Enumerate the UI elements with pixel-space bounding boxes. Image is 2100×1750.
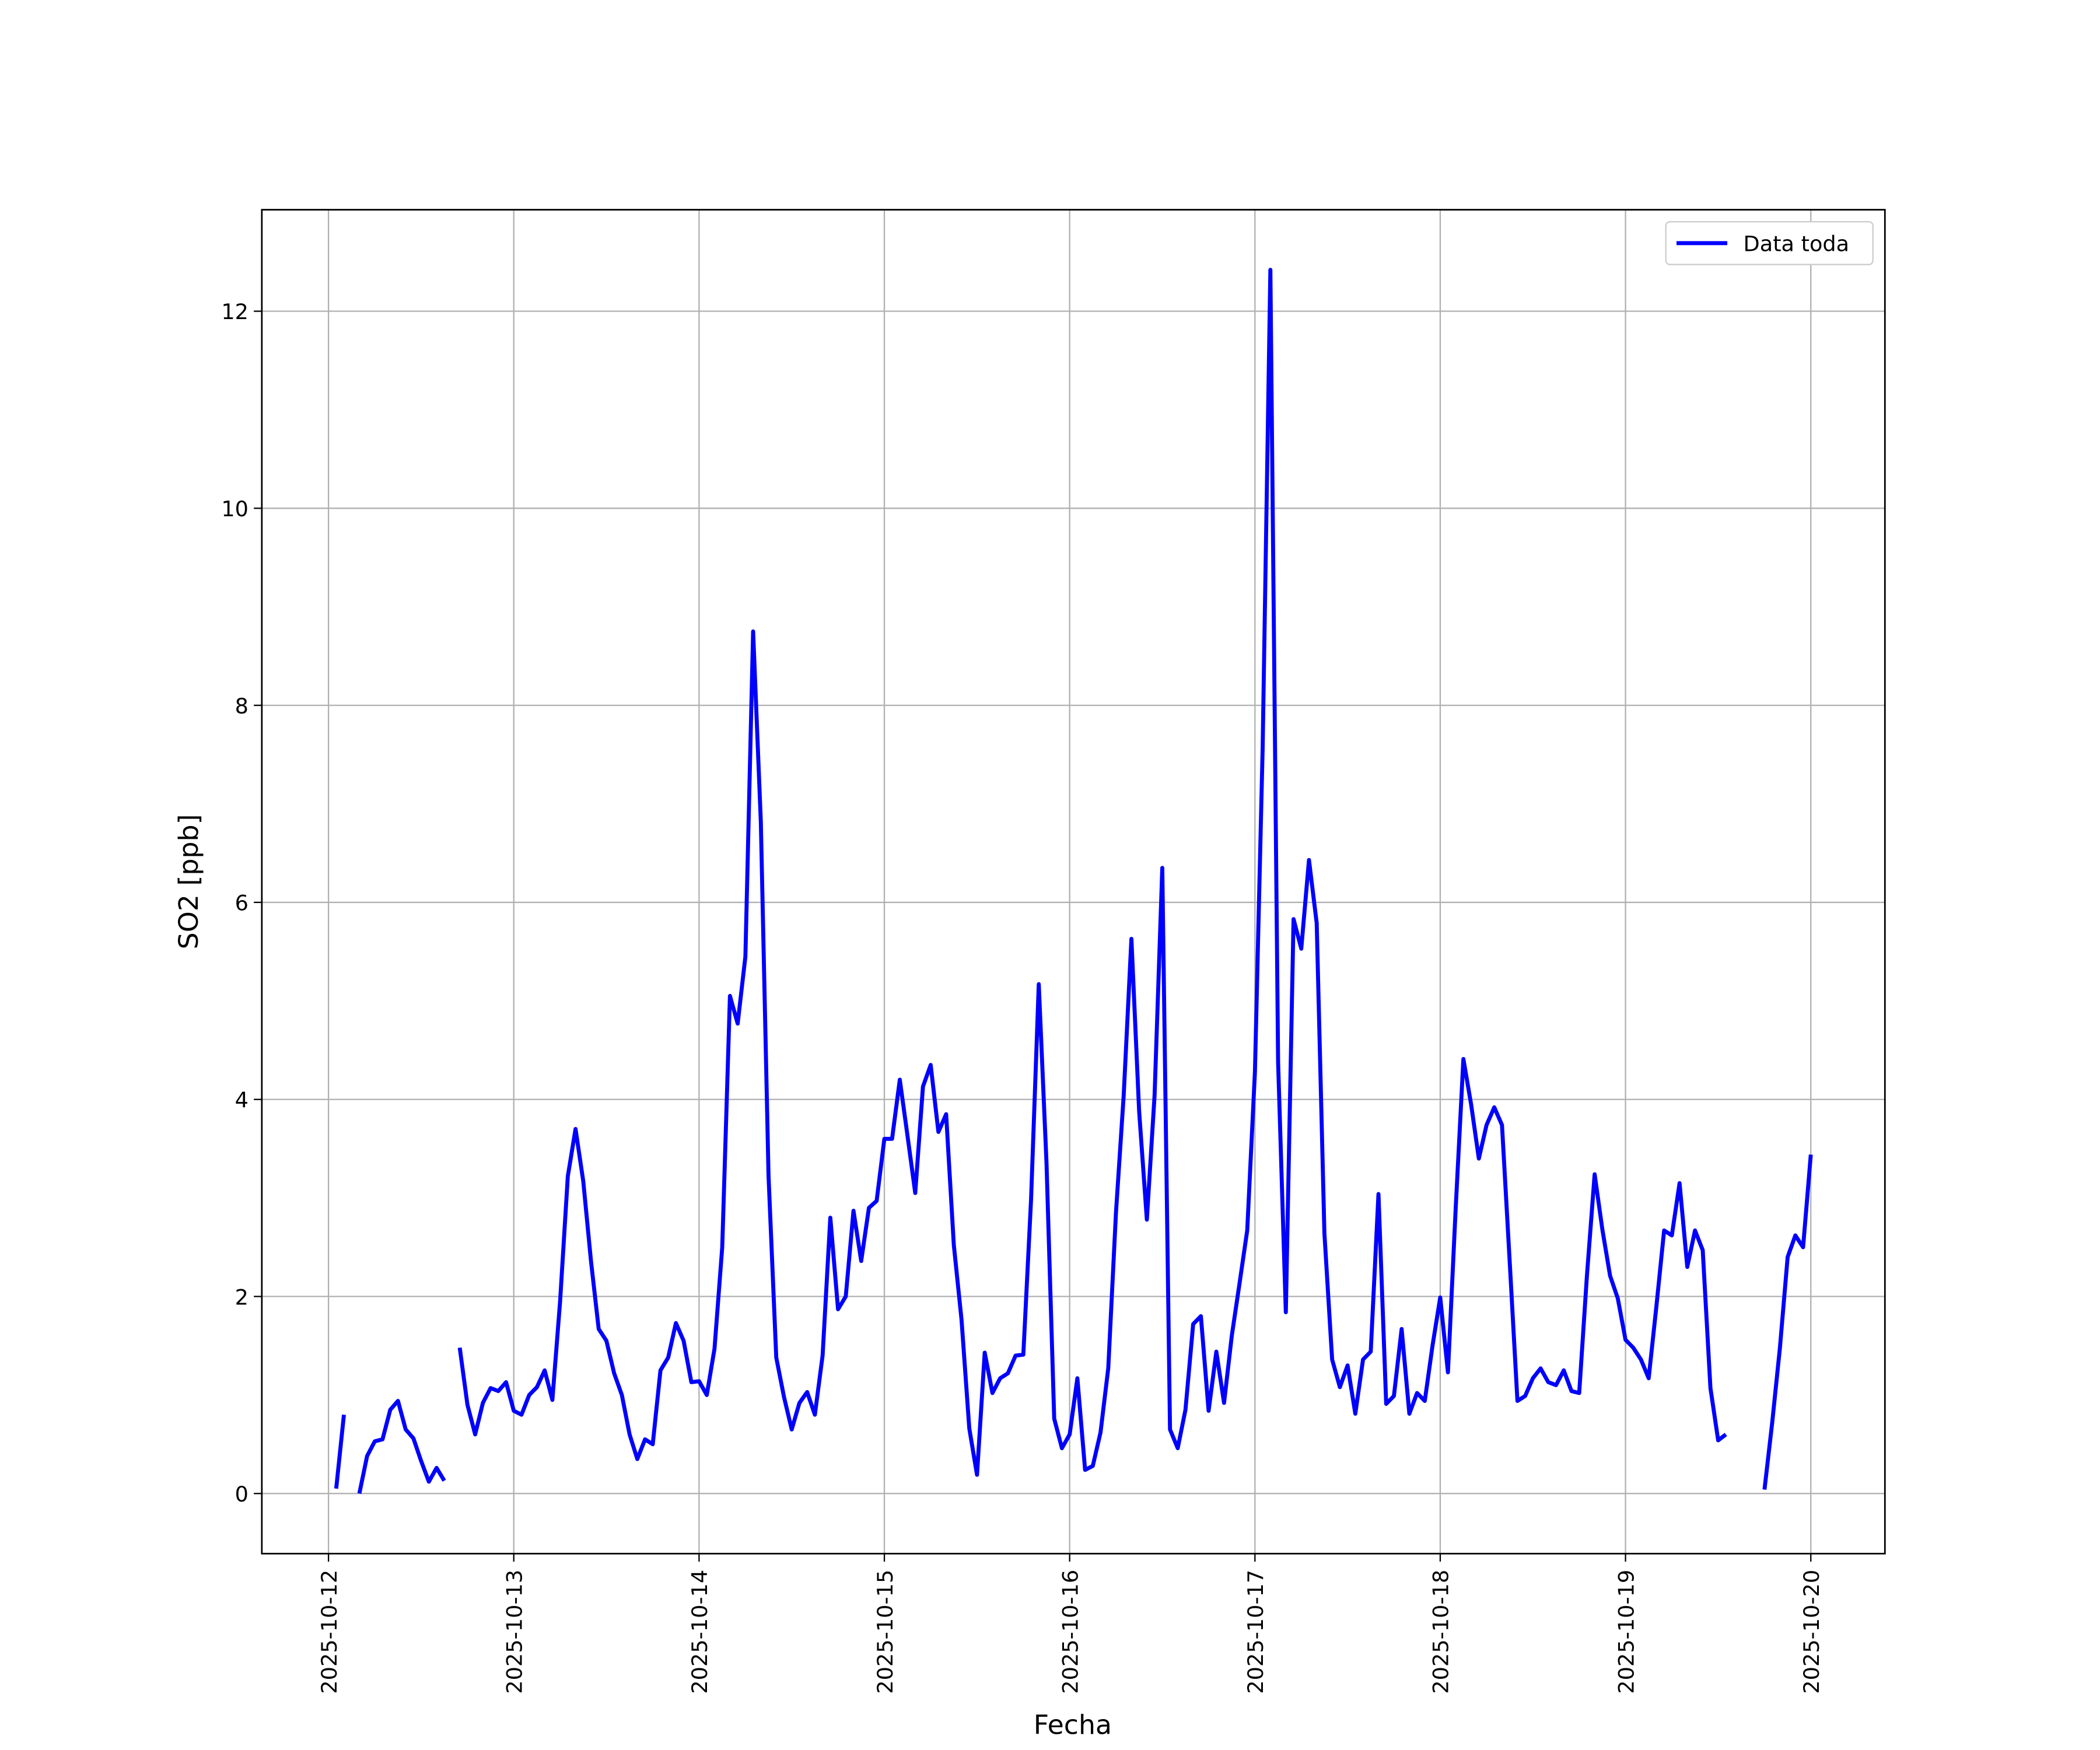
x-tick-label: 2025-10-14 <box>687 1570 712 1694</box>
data-line <box>334 268 1813 1494</box>
x-tick-label: 2025-10-16 <box>1058 1570 1083 1694</box>
y-tick-label: 12 <box>221 299 249 324</box>
y-tick-label: 2 <box>235 1284 249 1310</box>
x-axis-label: Fecha <box>1034 1709 1112 1741</box>
y-tick-label: 4 <box>235 1087 249 1112</box>
y-tick-label: 6 <box>235 891 249 916</box>
y-tick-label: 10 <box>221 496 249 522</box>
x-tick-label: 2025-10-15 <box>873 1570 898 1694</box>
y-axis-label: SO2 [ppb] <box>173 814 204 950</box>
x-tick-label: 2025-10-18 <box>1429 1570 1454 1694</box>
y-tick-label: 0 <box>235 1482 249 1507</box>
legend: Data toda <box>1665 221 1874 265</box>
x-tick-label: 2025-10-19 <box>1614 1570 1639 1694</box>
x-tick-label: 2025-10-20 <box>1799 1570 1824 1694</box>
plot-frame <box>261 209 1886 1555</box>
x-tick-label: 2025-10-12 <box>317 1570 342 1694</box>
legend-label: Data toda <box>1744 232 1850 257</box>
x-tick-label: 2025-10-17 <box>1243 1570 1268 1694</box>
legend-box <box>1665 221 1874 265</box>
x-tick-label: 2025-10-13 <box>502 1570 527 1694</box>
y-tick-label: 8 <box>235 694 249 719</box>
